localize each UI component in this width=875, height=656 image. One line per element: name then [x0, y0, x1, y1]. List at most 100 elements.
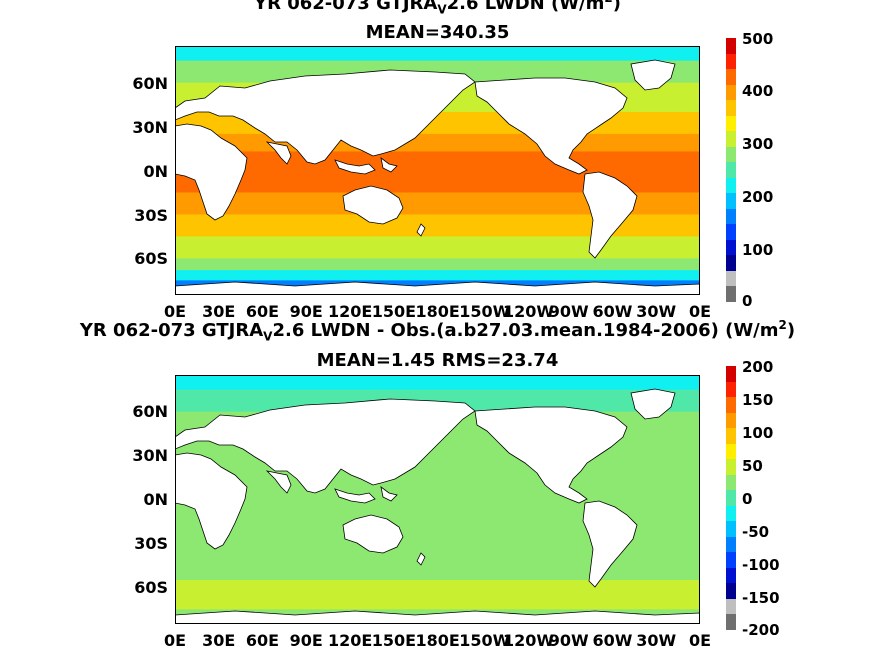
map2-stats: MEAN=1.45 RMS=23.74 — [316, 350, 559, 371]
map2-colorbar-step-3 — [726, 412, 736, 429]
map1-lon-tick-2: 60E — [245, 302, 280, 321]
map1-band-8 — [175, 236, 700, 259]
map1-lat-60s: 60S — [134, 249, 168, 268]
map2-title-text: YR 062-073 GTJRA — [79, 320, 264, 341]
map1-colorbar-step-8 — [726, 162, 736, 178]
map2-colorbar-step-15 — [726, 598, 736, 615]
map2-cb-m150: -150 — [742, 589, 780, 607]
map2-colorbar-step-12 — [726, 552, 736, 568]
map2-band-5 — [175, 580, 700, 610]
map1-band-9 — [175, 258, 700, 271]
map2-lon-tick-5: 150E — [371, 631, 417, 650]
map1-lon-tick-10: 60W — [592, 302, 633, 321]
map2-colorbar-step-14 — [726, 583, 736, 599]
map2-colorbar-step-9 — [726, 505, 736, 522]
map1-cb-400: 400 — [742, 82, 774, 100]
map2-colorbar-step-8 — [726, 490, 736, 506]
map2-cb-0: 0 — [742, 490, 753, 508]
map2-cb-50: 50 — [742, 457, 763, 475]
map2-colorbar-step-13 — [726, 567, 736, 584]
map1-stats: MEAN=340.35 — [365, 22, 510, 43]
map1-lat-30s: 30S — [134, 206, 168, 225]
map1-cb-500: 500 — [742, 30, 774, 48]
map1-lon-tick-6: 180E — [415, 302, 460, 321]
map1-band-0 — [175, 46, 700, 62]
map2-title: YR 062-073 GTJRAV2.6 LWDN - Obs.(a.b27.0… — [0, 318, 875, 344]
map2-colorbar-step-6 — [726, 459, 736, 475]
map2-lon-tick-4: 120E — [328, 631, 373, 650]
map1-band-6 — [175, 192, 700, 215]
map1-plot — [175, 46, 700, 295]
map1-title-rest: 2.6 LWDN (W/m — [446, 0, 605, 14]
map1-colorbar-step-7 — [726, 146, 736, 163]
map2-title-subscript: V — [263, 329, 273, 344]
map2-plot — [175, 375, 700, 624]
map2-colorbar-step-4 — [726, 428, 736, 444]
map1-colorbar-step-16 — [726, 286, 736, 302]
map1-svg — [175, 46, 700, 295]
map2-colorbar-step-1 — [726, 381, 736, 398]
map1-colorbar-step-12 — [726, 224, 736, 240]
map2-lon-tick-6: 180E — [415, 631, 460, 650]
map2-lat-60s: 60S — [134, 578, 168, 597]
map1-lon-tick-7: 150W — [459, 302, 511, 321]
map2-colorbar — [726, 366, 736, 630]
map2-cb-m100: -100 — [742, 556, 780, 574]
map1-colorbar-step-5 — [726, 115, 736, 132]
map1-lon-tick-4: 120E — [328, 302, 373, 321]
map2-lon-tick-8: 120W — [503, 631, 555, 650]
map2-lat-30n: 30N — [132, 446, 168, 465]
map1-band-10 — [175, 270, 700, 281]
map1-colorbar-step-9 — [726, 177, 736, 194]
map2-lat-30s: 30S — [134, 534, 168, 553]
map1-cb-200: 200 — [742, 188, 774, 206]
map1-cb-300: 300 — [742, 135, 774, 153]
map1-frame — [175, 46, 700, 295]
map1-colorbar-step-1 — [726, 53, 736, 70]
map1-lat-30n: 30N — [132, 118, 168, 137]
map1-colorbar-step-14 — [726, 255, 736, 271]
map2-lon-tick-0: 0E — [163, 631, 187, 650]
map1-title-text: YR 062-073 GTJRA — [254, 0, 438, 14]
map1-lon-tick-1: 30E — [202, 302, 236, 321]
map2-lon-tick-3: 90E — [289, 631, 323, 650]
map1-cb-100: 100 — [742, 241, 774, 259]
map1-band-7 — [175, 214, 700, 237]
map1-cb-0: 0 — [742, 292, 753, 310]
map2-lat-60n: 60N — [132, 402, 168, 421]
map1-title-subscript: V — [437, 2, 447, 17]
map2-lon-tick-11: 30W — [636, 631, 677, 650]
map2-cb-150: 150 — [742, 391, 774, 409]
map2-colorbar-step-16 — [726, 614, 736, 630]
map1-lon-tick-5: 150E — [371, 302, 417, 321]
map2-colorbar-step-5 — [726, 443, 736, 460]
map2-lon-tick-7: 150W — [459, 631, 511, 650]
map1-lon-tick-8: 120W — [503, 302, 555, 321]
map1-lon-tick-3: 90E — [289, 302, 323, 321]
map1-lat-60n: 60N — [132, 74, 168, 93]
map1-band-4 — [175, 133, 700, 152]
map2-title-rest: 2.6 LWDN - Obs.(a.b27.03.mean.1984-2006)… — [272, 320, 779, 341]
map2-lon-tick-12: 0E — [688, 631, 712, 650]
map1-colorbar-step-6 — [726, 131, 736, 147]
map1-title-superscript: 2 — [604, 0, 612, 5]
map1-colorbar-step-11 — [726, 208, 736, 225]
map1-colorbar-step-10 — [726, 193, 736, 209]
map1-lon-tick-9: 90W — [548, 302, 589, 321]
map1-lat-0n: 0N — [143, 162, 168, 181]
map2-lon-tick-9: 90W — [548, 631, 589, 650]
map2-colorbar-step-0 — [726, 366, 736, 382]
map2-lon-tick-1: 30E — [202, 631, 236, 650]
map1-lon-tick-12: 0E — [688, 302, 712, 321]
map1-title: YR 062-073 GTJRAV2.6 LWDN (W/m2) — [0, 0, 875, 17]
map2-title-end: ) — [786, 320, 796, 341]
map2-cb-100: 100 — [742, 424, 774, 442]
map1-colorbar-step-3 — [726, 84, 736, 101]
map2-colorbar-step-11 — [726, 536, 736, 553]
map1-colorbar-step-13 — [726, 239, 736, 256]
map2-band-0 — [175, 375, 700, 391]
map2-colorbar-step-10 — [726, 521, 736, 537]
map2-title-superscript: 2 — [778, 318, 787, 332]
map1-colorbar-step-4 — [726, 100, 736, 116]
map1-colorbar — [726, 38, 736, 302]
